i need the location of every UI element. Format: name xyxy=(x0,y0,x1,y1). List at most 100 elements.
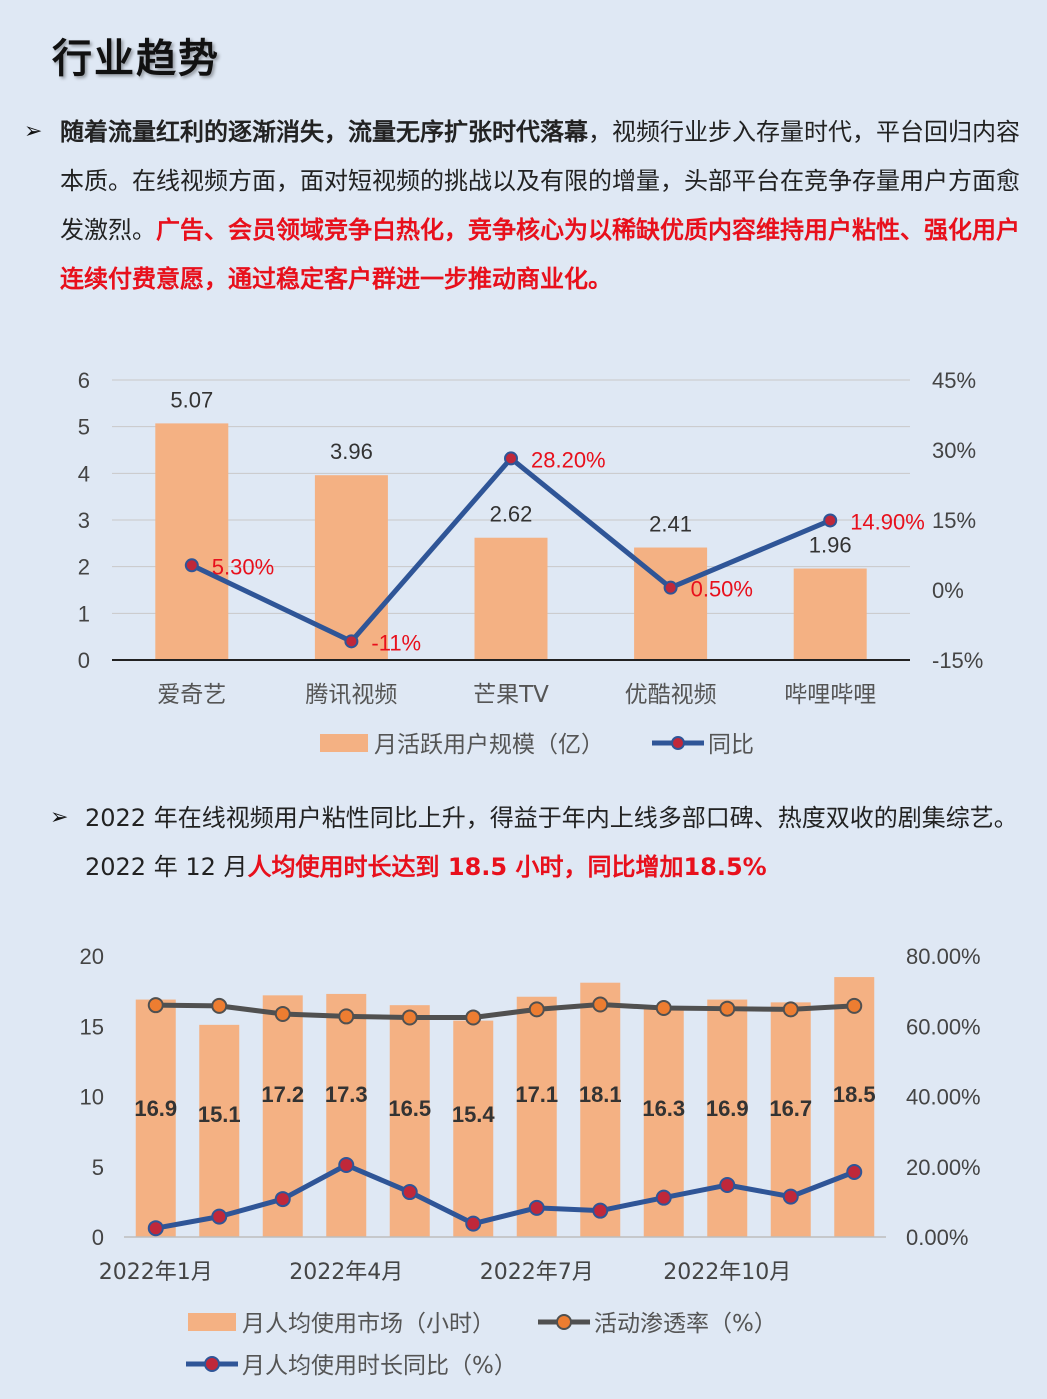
usage-yoy-point xyxy=(274,1191,291,1208)
bar xyxy=(453,1020,494,1237)
bar-data-label: 18.1 xyxy=(579,1082,622,1107)
bar-data-label: 2.41 xyxy=(649,512,692,537)
bullet-arrow-icon: ➢ xyxy=(24,119,43,144)
yoy-data-label: 5.30% xyxy=(212,554,274,579)
yoy-point xyxy=(823,513,838,528)
paragraph2-normal: 2022 年在线视频用户粘性同比上升，得益于年内上线多部口碑、热度双收的剧集综艺… xyxy=(85,804,1018,881)
y-tick-label: 0 xyxy=(78,648,90,673)
y2-tick-label: 40.00% xyxy=(906,1085,981,1110)
paragraph1-highlight: 广告、会员领域竞争白热化，竞争核心为以稀缺优质内容维持用户粘性、强化用户连续付费… xyxy=(60,216,1020,293)
y2-tick-label: 0.00% xyxy=(906,1225,968,1250)
usage-yoy-point xyxy=(655,1189,672,1206)
bar xyxy=(135,999,176,1237)
usage-yoy-point xyxy=(528,1199,545,1216)
y-tick-label: 4 xyxy=(78,461,90,486)
bar-data-label: 17.1 xyxy=(515,1082,558,1107)
penetration-point xyxy=(719,1000,736,1017)
y2-tick-label: 60.00% xyxy=(906,1014,981,1039)
bar-data-label: 2.62 xyxy=(490,502,533,527)
bar-data-label: 1.96 xyxy=(809,533,852,558)
y2-tick-label: 80.00% xyxy=(906,944,981,969)
penetration-point xyxy=(528,1001,545,1018)
y-tick-label: 10 xyxy=(80,1085,104,1110)
y-tick-label: 5 xyxy=(92,1155,104,1180)
usage-yoy-point xyxy=(782,1188,799,1205)
legend-label: 月活跃用户规模（亿） xyxy=(374,732,604,758)
penetration-point xyxy=(846,997,863,1014)
penetration-point xyxy=(465,1009,482,1026)
y-tick-label: 0 xyxy=(92,1225,104,1250)
y2-tick-label: 30% xyxy=(932,438,976,463)
y2-tick-label: -15% xyxy=(932,648,983,673)
yoy-data-label: 0.50% xyxy=(691,577,753,602)
x-tick-label: 2022年10月 xyxy=(663,1260,791,1285)
yoy-point xyxy=(663,580,678,595)
yoy-point xyxy=(344,634,359,649)
bar xyxy=(580,982,621,1237)
bar xyxy=(516,996,557,1237)
y-tick-label: 20 xyxy=(80,944,104,969)
bar-data-label: 16.9 xyxy=(706,1096,749,1121)
yoy-data-label: -11% xyxy=(371,630,421,655)
paragraph1-normal: ，视频行业步入存量时代，平台回归内容本质。在线视频方面，面对短视频的挑战以及有限… xyxy=(60,118,1020,244)
penetration-point xyxy=(211,997,228,1014)
bar xyxy=(199,1024,240,1237)
x-tick-label: 2022年1月 xyxy=(99,1260,213,1285)
penetration-point xyxy=(147,997,164,1014)
legend-swatch-bar xyxy=(320,734,368,752)
y-tick-label: 5 xyxy=(78,415,90,440)
yoy-data-label: 14.90% xyxy=(850,509,925,534)
legend-label: 活动渗透率（%） xyxy=(594,1311,777,1337)
paragraph-user-stickiness: 2022 年在线视频用户粘性同比上升，得益于年内上线多部口碑、热度双收的剧集综艺… xyxy=(85,794,1020,892)
x-tick-label: 爱奇艺 xyxy=(157,682,226,708)
x-tick-label: 芒果TV xyxy=(473,682,549,708)
bar xyxy=(834,977,875,1237)
bar xyxy=(155,423,229,660)
x-tick-label: 2022年7月 xyxy=(480,1260,594,1285)
bar xyxy=(707,999,748,1237)
usage-yoy-point xyxy=(846,1164,863,1181)
bar-data-label: 15.4 xyxy=(452,1102,496,1127)
y-tick-label: 15 xyxy=(80,1014,104,1039)
penetration-point xyxy=(338,1008,355,1025)
legend-label: 月人均使用市场（小时） xyxy=(242,1311,495,1337)
penetration-point xyxy=(274,1005,291,1022)
mau-chart: 0 1 2 3 4 5 6 -15% 0% 15% 30% 45% 5.07 3.96 2.62 2.41 1.… xyxy=(78,368,984,758)
bar xyxy=(474,537,548,660)
bar-data-label: 15.1 xyxy=(198,1102,241,1127)
bar xyxy=(793,568,867,660)
usage-yoy-line xyxy=(155,1162,856,1231)
bullet-arrow-icon: ➢ xyxy=(50,805,69,830)
penetration-point xyxy=(782,1001,799,1018)
legend-swatch-marker xyxy=(556,1314,572,1330)
yoy-point xyxy=(504,451,518,466)
y2-tick-label: 0% xyxy=(932,578,964,603)
bar-data-label: 16.3 xyxy=(642,1096,685,1121)
usage-yoy-point xyxy=(465,1215,482,1232)
y2-tick-label: 15% xyxy=(932,508,976,533)
y-tick-label: 3 xyxy=(78,508,90,533)
yoy-data-label: 28.20% xyxy=(531,447,606,472)
legend-label: 同比 xyxy=(708,732,754,758)
legend-swatch-marker xyxy=(671,736,685,750)
paragraph1-bold-lead: 随着流量红利的逐渐消失，流量无序扩张时代落幕 xyxy=(60,118,588,146)
y2-tick-label: 45% xyxy=(932,368,976,393)
bar-data-label: 18.5 xyxy=(833,1082,876,1107)
paragraph2-highlight: 人均使用时长达到 18.5 小时，同比增加18.5% xyxy=(247,853,767,881)
x-tick-label: 2022年4月 xyxy=(289,1260,403,1285)
usage-chart: 0 5 10 15 20 0.00% 20.00% 40.00% 60.00% 80.00% 16.… xyxy=(80,944,981,1379)
legend-swatch-marker xyxy=(204,1356,220,1372)
legend-label: 月人均使用时长同比（%） xyxy=(242,1353,517,1379)
usage-yoy-point xyxy=(211,1208,228,1225)
usage-yoy-point xyxy=(401,1184,418,1201)
bar-data-label: 16.9 xyxy=(134,1096,177,1121)
x-tick-label: 优酷视频 xyxy=(625,682,717,708)
usage-yoy-point xyxy=(719,1177,736,1194)
bar-data-label: 17.3 xyxy=(325,1082,368,1107)
x-tick-label: 哔哩哔哩 xyxy=(784,682,876,708)
penetration-point xyxy=(655,999,672,1016)
bar-data-label: 17.2 xyxy=(261,1082,304,1107)
page-title: 行业趋势 xyxy=(52,36,220,82)
yoy-point xyxy=(184,558,199,573)
legend-swatch-bar xyxy=(188,1313,236,1331)
